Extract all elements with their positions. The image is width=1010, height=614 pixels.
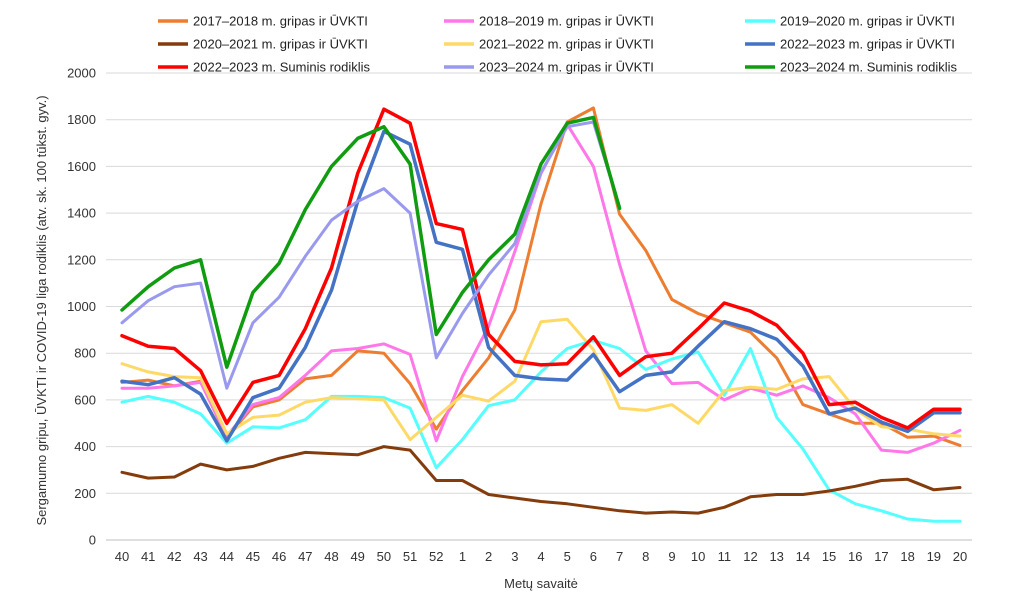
x-tick-label: 4 <box>537 549 544 564</box>
series-line <box>120 107 962 430</box>
x-tick-label: 8 <box>642 549 649 564</box>
y-axis-title: Sergamumo gripu, ŪVKTI ir COVID-19 liga … <box>34 95 49 525</box>
x-tick-label: 18 <box>900 549 914 564</box>
legend-label: 2023–2024 m. gripas ir ŪVKTI <box>479 60 654 75</box>
x-tick-label: 46 <box>272 549 286 564</box>
legend: 2017–2018 m. gripas ir ŪVKTI 2018–2019 m.… <box>158 14 958 75</box>
axes: 0 200 400 600 800 1000 1200 1400 1600 1800 2000 40 4… <box>67 66 972 564</box>
x-tick-label: 48 <box>324 549 338 564</box>
x-tick-label: 11 <box>718 549 732 564</box>
x-tick-label: 16 <box>848 549 862 564</box>
legend-item: 2022–2023 m. gripas ir ŪVKTI <box>745 37 955 52</box>
series-line <box>120 115 622 369</box>
x-tick-label: 45 <box>246 549 260 564</box>
legend-label: 2017–2018 m. gripas ir ŪVKTI <box>193 14 368 29</box>
series-1 <box>120 106 962 447</box>
x-tick-label: 1 <box>459 549 466 564</box>
x-tick-label: 50 <box>377 549 391 564</box>
x-tick-label: 42 <box>167 549 181 564</box>
legend-label: 2018–2019 m. gripas ir ŪVKTI <box>479 14 654 29</box>
x-tick-label: 47 <box>298 549 312 564</box>
x-tick-label: 9 <box>668 549 675 564</box>
x-tick-label: 3 <box>511 549 518 564</box>
x-tick-label: 14 <box>796 549 810 564</box>
series-4 <box>120 445 962 515</box>
legend-item: 2023–2024 m. Suminis rodiklis <box>745 60 958 75</box>
series-line <box>120 106 962 447</box>
x-tick-label: 20 <box>953 549 967 564</box>
x-tick-label: 51 <box>403 549 417 564</box>
legend-item: 2019–2020 m. gripas ir ŪVKTI <box>745 14 955 29</box>
x-tick-label: 7 <box>616 549 623 564</box>
x-tick-label: 2 <box>485 549 492 564</box>
y-tick-label: 1200 <box>67 252 96 267</box>
legend-item: 2021–2022 m. gripas ir ŪVKTI <box>444 37 654 52</box>
legend-item: 2022–2023 m. Suminis rodiklis <box>158 60 371 75</box>
series-9 <box>120 115 622 369</box>
legend-label: 2022–2023 m. Suminis rodiklis <box>193 60 371 75</box>
x-tick-label: 5 <box>564 549 571 564</box>
legend-item: 2017–2018 m. gripas ir ŪVKTI <box>158 14 368 29</box>
series-5 <box>120 317 962 442</box>
series-6 <box>120 129 962 443</box>
x-tick-label: 40 <box>115 549 129 564</box>
y-tick-label: 800 <box>74 346 96 361</box>
legend-label: 2023–2024 m. Suminis rodiklis <box>780 60 958 75</box>
series-line <box>120 445 962 515</box>
x-tick-label: 43 <box>193 549 207 564</box>
x-tick-label: 44 <box>220 549 234 564</box>
x-tick-label: 13 <box>769 549 783 564</box>
y-tick-label: 1600 <box>67 159 96 174</box>
y-tick-label: 2000 <box>67 66 96 81</box>
y-tick-label: 0 <box>89 533 96 548</box>
legend-item: 2020–2021 m. gripas ir ŪVKTI <box>158 37 368 52</box>
series-lines <box>120 106 962 523</box>
x-tick-label: 41 <box>141 549 155 564</box>
series-line <box>120 120 622 390</box>
x-tick-label: 15 <box>822 549 836 564</box>
x-tick-label: 12 <box>743 549 757 564</box>
y-tick-label: 1400 <box>67 206 96 221</box>
x-axis-title: Metų savaitė <box>504 576 578 591</box>
series-line <box>120 338 962 523</box>
x-tick-label: 49 <box>350 549 364 564</box>
legend-label: 2020–2021 m. gripas ir ŪVKTI <box>193 37 368 52</box>
legend-label: 2021–2022 m. gripas ir ŪVKTI <box>479 37 654 52</box>
y-tick-label: 1800 <box>67 112 96 127</box>
x-tick-label: 19 <box>927 549 941 564</box>
x-tick-label: 6 <box>590 549 597 564</box>
series-line <box>120 317 962 442</box>
x-tick-label: 17 <box>874 549 888 564</box>
y-tick-label: 600 <box>74 392 96 407</box>
series-line <box>120 129 962 443</box>
legend-item: 2023–2024 m. gripas ir ŪVKTI <box>444 60 654 75</box>
x-tick-label: 10 <box>691 549 705 564</box>
y-tick-label: 200 <box>74 486 96 501</box>
series-8 <box>120 120 622 390</box>
x-tick-label: 52 <box>429 549 443 564</box>
legend-label: 2022–2023 m. gripas ir ŪVKTI <box>780 37 955 52</box>
legend-label: 2019–2020 m. gripas ir ŪVKTI <box>780 14 955 29</box>
y-tick-label: 1000 <box>67 299 96 314</box>
legend-item: 2018–2019 m. gripas ir ŪVKTI <box>444 14 654 29</box>
y-tick-label: 400 <box>74 439 96 454</box>
series-3 <box>120 338 962 523</box>
series-7 <box>120 107 962 430</box>
